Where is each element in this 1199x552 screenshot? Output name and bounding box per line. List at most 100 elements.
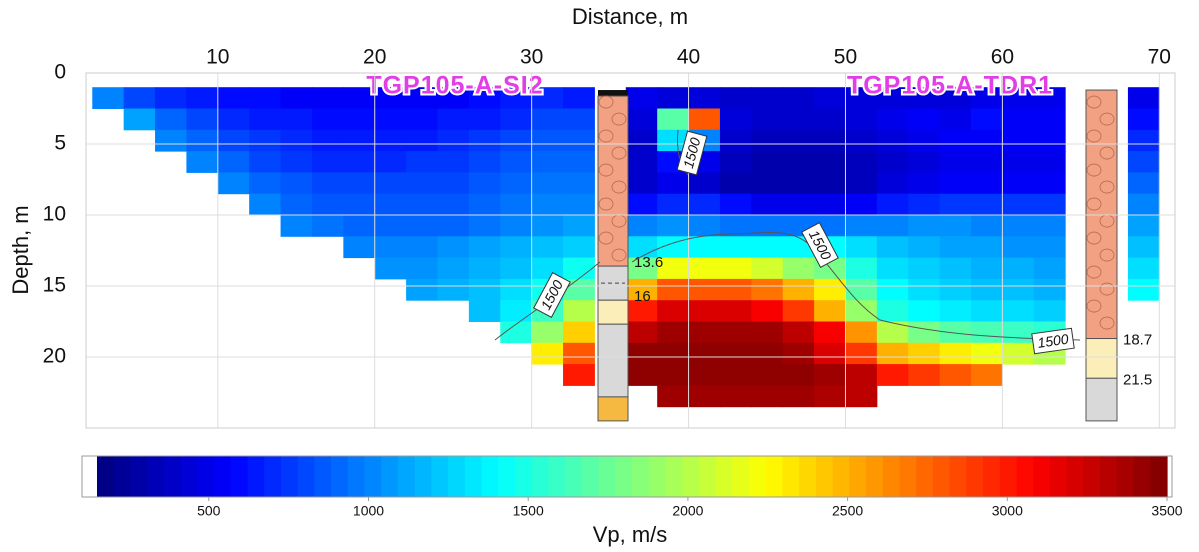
heatmap-cell: [1127, 193, 1160, 216]
heatmap-cell: [468, 300, 501, 322]
heatmap-cell: [814, 321, 846, 344]
heatmap-cell: [876, 151, 909, 173]
heatmap-cell: [971, 257, 1003, 280]
heatmap-cell: [657, 215, 690, 237]
heatmap-cell: [311, 151, 344, 173]
heatmap-cell: [751, 278, 784, 301]
heatmap-cell: [719, 321, 752, 344]
heatmap-cell: [751, 151, 784, 173]
heatmap-cell: [468, 108, 501, 131]
colorbar-swatch: [1083, 456, 1101, 497]
heatmap-cell: [908, 151, 941, 173]
heatmap-cell: [468, 172, 501, 195]
heatmap-cell: [1002, 300, 1035, 322]
heatmap-cell: [1002, 151, 1035, 173]
heatmap-cell: [971, 300, 1003, 322]
heatmap-cell: [1002, 236, 1035, 259]
heatmap-cell: [468, 87, 501, 109]
heatmap-cell: [751, 364, 784, 386]
heatmap-cell: [563, 108, 595, 131]
heatmap-cell: [1002, 257, 1035, 280]
heatmap-cell: [625, 342, 658, 365]
heatmap-cell: [406, 215, 438, 237]
heatmap-cell: [437, 236, 470, 259]
colorbar-swatch: [180, 456, 198, 497]
gravel: [1099, 112, 1115, 126]
heatmap-cell: [437, 129, 470, 152]
heatmap-cell: [908, 129, 941, 152]
heatmap-cell: [719, 300, 752, 322]
heatmap-cell: [155, 108, 187, 131]
heatmap-cell: [280, 151, 313, 173]
heatmap-cell: [657, 129, 690, 152]
heatmap-cell: [876, 342, 909, 365]
heatmap-cell: [688, 342, 721, 365]
heatmap-cell: [343, 193, 376, 216]
colorbar-swatch: [648, 456, 667, 497]
heatmap-cell: [249, 193, 282, 216]
heatmap-cell: [939, 215, 972, 237]
heatmap-cell: [1127, 151, 1160, 173]
heatmap-cell: [782, 151, 815, 173]
colorbar-swatch: [916, 456, 934, 497]
heatmap-cell: [500, 87, 533, 109]
heatmap-cell: [657, 321, 690, 344]
heatmap-cell: [468, 193, 501, 216]
heatmap-cell: [657, 108, 690, 131]
heatmap-cell: [563, 364, 595, 386]
heatmap: [92, 87, 1160, 408]
heatmap-cell: [908, 300, 941, 322]
contour-label-box: [676, 130, 708, 176]
heatmap-cell: [688, 278, 721, 301]
heatmap-cell: [782, 257, 815, 280]
heatmap-cell: [123, 108, 156, 131]
interface-label: 21.5: [1123, 371, 1152, 388]
heatmap-cell: [374, 236, 407, 259]
colorbar-swatch: [1116, 456, 1135, 497]
heatmap-cell: [1127, 215, 1160, 237]
heatmap-cell: [719, 364, 752, 386]
heatmap-cell: [217, 172, 250, 195]
heatmap-cell: [249, 129, 282, 152]
contour-label: 1500: [1031, 327, 1075, 355]
heatmap-cell: [845, 321, 878, 344]
gravel: [1086, 197, 1102, 211]
gravel: [1086, 299, 1102, 313]
colorbar-tick-label: 500: [197, 503, 221, 519]
colorbar-swatch: [615, 456, 633, 497]
heatmap-cell: [939, 129, 972, 152]
heatmap-cell: [406, 172, 438, 195]
heatmap-cell: [814, 87, 846, 109]
heatmap-cell: [657, 385, 690, 408]
heatmap-cell: [155, 87, 187, 109]
colorbar-swatch: [431, 456, 449, 497]
heatmap-cell: [186, 129, 219, 152]
heatmap-cell: [123, 87, 156, 109]
heatmap-cell: [531, 151, 564, 173]
heatmap-cell: [719, 108, 752, 131]
heatmap-cell: [814, 385, 846, 408]
gravel: [611, 248, 627, 262]
heatmap-cell: [814, 172, 846, 195]
heatmap-cell: [1033, 215, 1066, 237]
heatmap-cell: [1002, 342, 1035, 365]
heatmap-cell: [814, 300, 846, 322]
heatmap-cell: [782, 193, 815, 216]
heatmap-cell: [719, 151, 752, 173]
heatmap-cell: [845, 278, 878, 301]
heatmap-cell: [500, 151, 533, 173]
heatmap-cell: [688, 172, 721, 195]
heatmap-cell: [939, 87, 972, 109]
heatmap-cell: [814, 151, 846, 173]
heatmap-cell: [563, 172, 595, 195]
heatmap-cell: [280, 193, 313, 216]
colorbar-swatch: [280, 456, 299, 497]
gravel: [598, 163, 614, 177]
x-tick-label: 20: [363, 46, 386, 69]
colorbar-swatch: [214, 456, 232, 497]
colorbar-swatch: [297, 456, 315, 497]
heatmap-cell: [406, 108, 438, 131]
colorbar-swatch: [331, 456, 349, 497]
colorbar-swatch: [514, 456, 533, 497]
heatmap-cell: [1127, 236, 1160, 259]
